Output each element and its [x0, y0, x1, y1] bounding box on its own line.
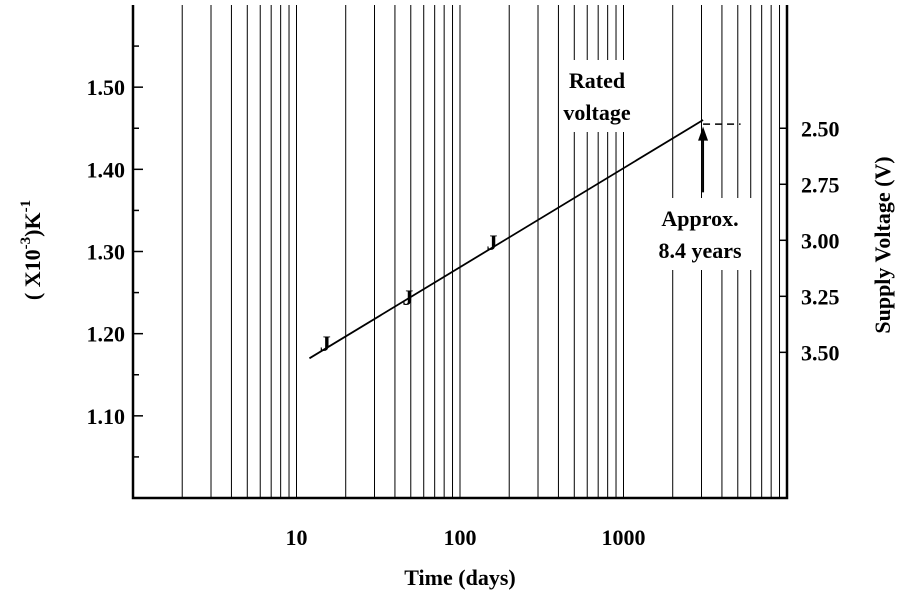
annotation-text: Rated: [569, 68, 625, 93]
y-tick-label: 1.30: [87, 240, 126, 265]
y-tick-label: 1.20: [87, 322, 126, 347]
y2-tick-label: 3.00: [801, 228, 840, 253]
x-tick-label: 1000: [602, 525, 646, 550]
y2-axis-label: Supply Voltage (V): [870, 156, 895, 333]
marker: J: [402, 285, 413, 310]
x-tick-label: 10: [286, 525, 308, 550]
y-axis-label-part: )K: [20, 212, 45, 236]
y2-tick-label: 2.50: [801, 116, 840, 141]
annotation-text: 8.4 years: [658, 238, 742, 263]
y-tick-label: 1.40: [87, 157, 126, 182]
y-axis-label: ( X10-3)K-1: [18, 200, 45, 300]
data-line: [308, 119, 704, 360]
y2-tick-label: 2.75: [801, 172, 840, 197]
marker: J: [320, 331, 331, 356]
axes-frame: [131, 5, 789, 500]
y-tick-label: 1.10: [87, 404, 126, 429]
x-axis-label: Time (days): [404, 565, 515, 590]
y2-tick-label: 3.50: [801, 340, 840, 365]
x-tick-label: 100: [444, 525, 477, 550]
y-axis-label-sup: -3: [18, 237, 34, 250]
y-tick-label: 1.50: [87, 75, 126, 100]
annotation-text: voltage: [563, 100, 630, 125]
marker: J: [487, 230, 498, 255]
annotation-box: [644, 198, 756, 270]
arrow-head: [698, 126, 709, 141]
y-axis-label-sup: -1: [18, 200, 34, 213]
y-axis-label-part: ( X10: [20, 249, 45, 300]
y2-tick-label: 3.25: [801, 284, 840, 309]
annotation-box: [562, 60, 638, 132]
annotation-text: Approx.: [661, 206, 738, 231]
